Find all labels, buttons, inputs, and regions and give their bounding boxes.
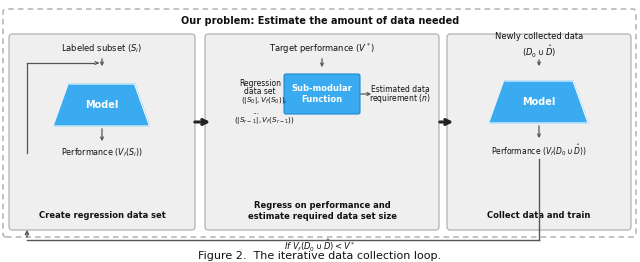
FancyBboxPatch shape [284, 74, 360, 114]
Text: Target performance ($V^*$): Target performance ($V^*$) [269, 42, 375, 56]
Text: If $V_f(D_0 \cup \hat{D}) < V^*$: If $V_f(D_0 \cup \hat{D}) < V^*$ [284, 238, 356, 254]
Text: Estimated data: Estimated data [371, 85, 429, 94]
Text: Create regression data set: Create regression data set [38, 211, 165, 221]
FancyBboxPatch shape [447, 34, 631, 230]
Text: Model: Model [85, 100, 118, 110]
Text: Our problem: Estimate the amount of data needed: Our problem: Estimate the amount of data… [181, 16, 459, 26]
Text: ...: ... [252, 107, 260, 117]
Text: Newly collected data
$(D_0 \cup \hat{D})$: Newly collected data $(D_0 \cup \hat{D})… [495, 32, 583, 60]
Text: Figure 2.  The iterative data collection loop.: Figure 2. The iterative data collection … [198, 251, 442, 261]
Text: requirement ($\hat{n}$): requirement ($\hat{n}$) [369, 92, 431, 106]
Text: Collect data and train: Collect data and train [487, 211, 591, 221]
Text: data set: data set [244, 88, 276, 96]
Polygon shape [490, 81, 588, 123]
Text: Model: Model [522, 97, 556, 107]
FancyBboxPatch shape [9, 34, 195, 230]
Polygon shape [54, 84, 150, 126]
Text: $(|S_0|, V_f(S_0)),$: $(|S_0|, V_f(S_0)),$ [241, 95, 287, 106]
FancyBboxPatch shape [3, 9, 636, 237]
Text: Performance ($V_f(S_i)$): Performance ($V_f(S_i)$) [61, 147, 143, 159]
Text: Regress on performance and
estimate required data set size: Regress on performance and estimate requ… [248, 201, 397, 221]
Text: Performance ($V_f(D_0 \cup \hat{D})$): Performance ($V_f(D_0 \cup \hat{D})$) [491, 142, 587, 158]
FancyBboxPatch shape [205, 34, 439, 230]
Text: $(|S_{r-1}|, V_f(S_{r-1}))$: $(|S_{r-1}|, V_f(S_{r-1}))$ [234, 116, 294, 127]
Text: Regression: Regression [239, 79, 281, 89]
Text: Sub-modular
Function: Sub-modular Function [292, 84, 353, 104]
Text: Labeled subset ($S_i$): Labeled subset ($S_i$) [61, 43, 143, 55]
